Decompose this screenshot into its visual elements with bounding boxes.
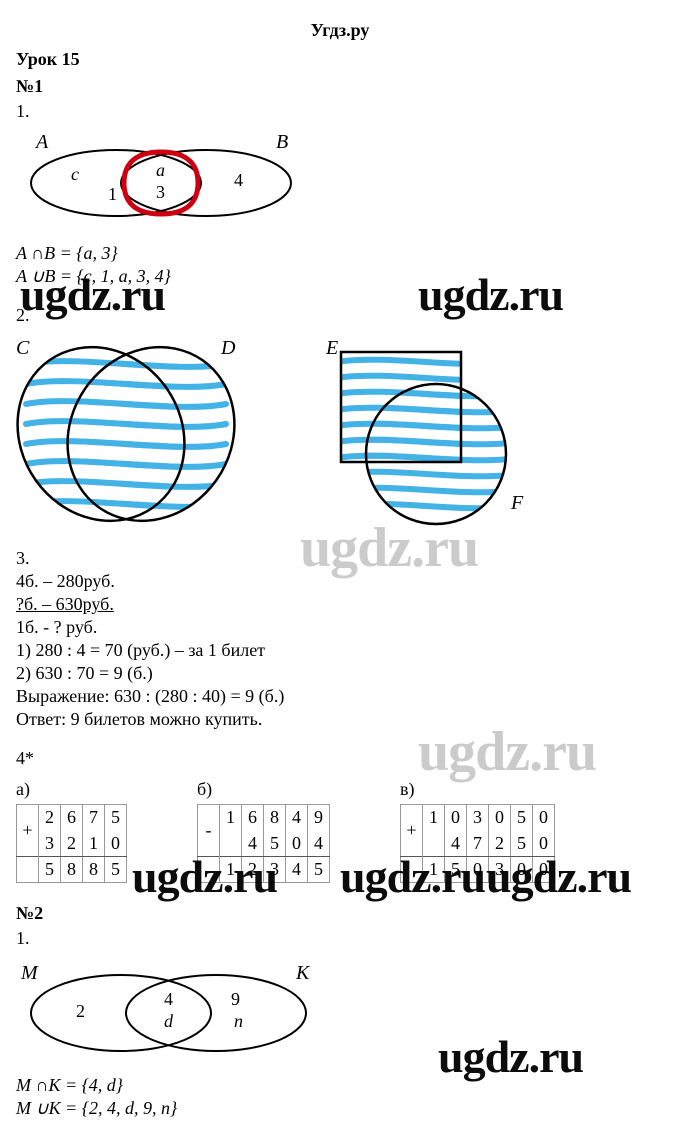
wp-line7: Ответ: 9 билетов можно купить. — [16, 709, 664, 730]
eq-m-inter-k: M ∩К = {4, d} — [16, 1075, 664, 1096]
svg-text:K: K — [295, 962, 311, 984]
svg-text:n: n — [234, 1011, 243, 1031]
svg-text:C: C — [16, 337, 30, 359]
svg-text:E: E — [325, 337, 338, 359]
task1-number: №1 — [16, 76, 664, 97]
table-a-label: а) — [16, 779, 127, 800]
wp-line2: ?б. – 630руб. — [16, 594, 664, 615]
task1-sub3: 3. — [16, 548, 664, 569]
task2-number: №2 — [16, 903, 664, 924]
svg-text:d: d — [164, 1011, 174, 1031]
wp-line3: 1б. - ? руб. — [16, 617, 664, 638]
word-problem: 4б. – 280руб. ?б. – 630руб. 1б. - ? руб.… — [16, 571, 664, 730]
task1-sub4: 4* — [16, 748, 664, 769]
wp-line1: 4б. – 280руб. — [16, 571, 664, 592]
diagram-cd: C D — [16, 334, 236, 534]
svg-text:a: a — [156, 160, 165, 180]
diagram-ef: E F — [316, 334, 526, 534]
venn-label-a: A — [34, 131, 49, 153]
task1-sub2: 2. — [16, 305, 664, 326]
venn-mk: M K 2 4 d 9 n — [16, 955, 664, 1065]
wp-line5: 2) 630 : 70 = 9 (б.) — [16, 663, 664, 684]
table-c: в) + 103050 47250 150300 — [400, 779, 555, 883]
eq-a-inter-b: A ∩B = {a, 3} — [16, 243, 664, 264]
svg-text:M: M — [20, 962, 39, 984]
svg-text:1: 1 — [108, 184, 117, 204]
task2-sub1: 1. — [16, 928, 664, 949]
table-b-label: б) — [197, 779, 330, 800]
svg-text:4: 4 — [234, 170, 243, 190]
site-header: Угдз.ру — [16, 20, 664, 41]
svg-text:2: 2 — [76, 1001, 85, 1021]
table-c-label: в) — [400, 779, 555, 800]
wp-line6: Выражение: 630 : (280 : 40) = 9 (б.) — [16, 686, 664, 707]
svg-text:D: D — [220, 337, 236, 359]
venn-label-b: B — [276, 131, 288, 153]
svg-text:9: 9 — [231, 989, 240, 1009]
table-b: б) - 16849 4504 12345 — [197, 779, 330, 883]
svg-text:4: 4 — [164, 989, 173, 1009]
lesson-title: Урок 15 — [16, 49, 664, 70]
venn-ab: A B c 1 a 3 4 — [16, 128, 664, 233]
tables-row: а) + 2675 3210 5885 б) - 16849 4504 1234… — [16, 779, 664, 883]
eq-a-union-b: A ∪B = {c, 1, a, 3, 4} — [16, 266, 664, 287]
task1-sub1: 1. — [16, 101, 664, 122]
eq-m-union-k: M ∪К = {2, 4, d, 9, n} — [16, 1098, 664, 1119]
wp-line4: 1) 280 : 4 = 70 (руб.) – за 1 билет — [16, 640, 664, 661]
table-a: а) + 2675 3210 5885 — [16, 779, 127, 883]
svg-text:c: c — [71, 164, 79, 184]
svg-text:F: F — [510, 492, 524, 514]
svg-text:3: 3 — [156, 182, 165, 202]
